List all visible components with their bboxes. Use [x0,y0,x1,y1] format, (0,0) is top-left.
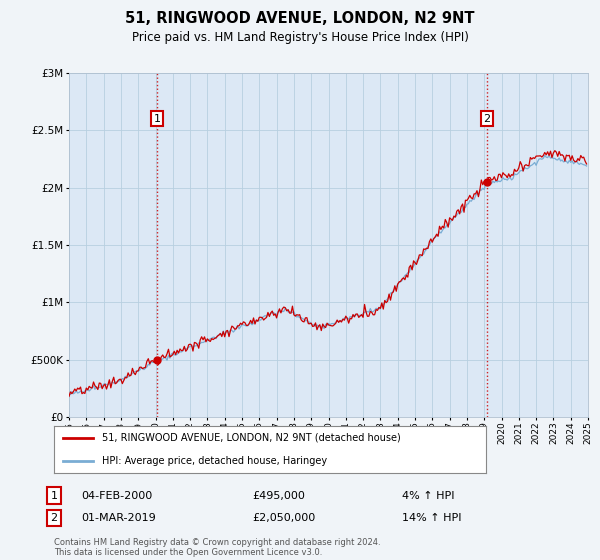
Text: 1: 1 [154,114,161,124]
Text: 04-FEB-2000: 04-FEB-2000 [81,491,152,501]
Text: 14% ↑ HPI: 14% ↑ HPI [402,513,461,523]
Text: 51, RINGWOOD AVENUE, LONDON, N2 9NT (detached house): 51, RINGWOOD AVENUE, LONDON, N2 9NT (det… [101,432,400,442]
Text: 1: 1 [50,491,58,501]
Text: 01-MAR-2019: 01-MAR-2019 [81,513,156,523]
Text: £2,050,000: £2,050,000 [252,513,315,523]
Text: Contains HM Land Registry data © Crown copyright and database right 2024.
This d: Contains HM Land Registry data © Crown c… [54,538,380,557]
Text: HPI: Average price, detached house, Haringey: HPI: Average price, detached house, Hari… [101,456,326,466]
Text: 4% ↑ HPI: 4% ↑ HPI [402,491,455,501]
Text: £495,000: £495,000 [252,491,305,501]
Text: 51, RINGWOOD AVENUE, LONDON, N2 9NT: 51, RINGWOOD AVENUE, LONDON, N2 9NT [125,11,475,26]
Text: 2: 2 [484,114,491,124]
Text: Price paid vs. HM Land Registry's House Price Index (HPI): Price paid vs. HM Land Registry's House … [131,31,469,44]
Text: 2: 2 [50,513,58,523]
